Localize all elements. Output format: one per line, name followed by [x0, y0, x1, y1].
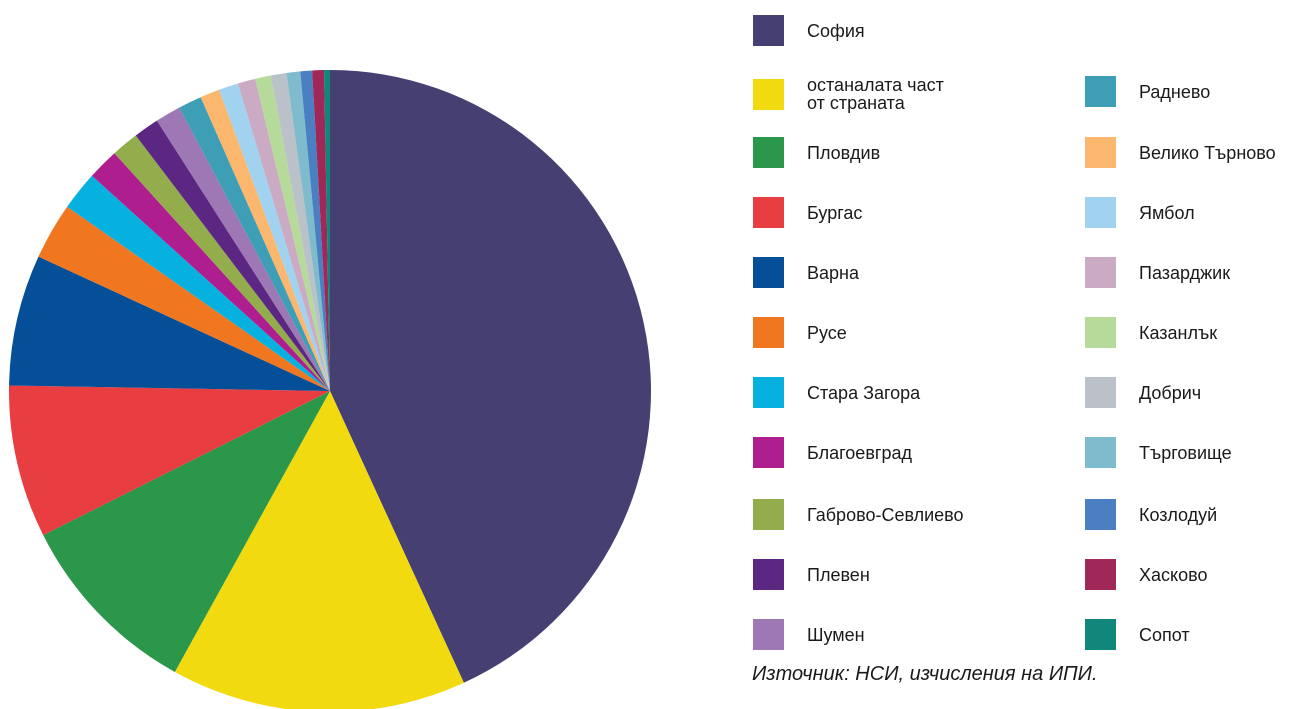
pie-slice-4 [8, 385, 330, 536]
pie-slice-16 [255, 75, 330, 391]
legend-label: Благоевград [807, 442, 912, 463]
pie-slice-17 [270, 72, 330, 391]
legend-item: Търговище [1085, 437, 1232, 468]
legend-label: Пазарджик [1139, 262, 1231, 283]
legend-item: Велико Търново [1085, 137, 1276, 168]
legend-swatch [1085, 619, 1116, 650]
legend-swatch [1085, 76, 1116, 107]
pie-slice-5 [9, 256, 331, 391]
legend-label: Шумен [807, 624, 865, 645]
pie-slice-14 [219, 83, 330, 391]
pie-slice-1 [330, 70, 651, 683]
legend-item: София [753, 15, 865, 46]
legend-label: Казанлък [1139, 322, 1218, 343]
pie-slice-19 [300, 70, 330, 392]
legend-swatch [1085, 137, 1116, 168]
legend-swatch [753, 437, 784, 468]
legend-item: Бургас [753, 197, 862, 228]
legend-swatch [753, 15, 784, 46]
legend-item: Ямбол [1085, 197, 1195, 228]
legend-label: Бургас [807, 202, 863, 223]
legend-item: Шумен [753, 619, 865, 650]
legend-label: Габрово-Севлиево [807, 504, 964, 525]
legend-swatch [753, 317, 784, 348]
pie-slice-18 [286, 71, 330, 391]
legend-swatch [753, 137, 784, 168]
legend-item: Благоевград [753, 437, 912, 468]
legend-label: Раднево [1139, 81, 1211, 102]
legend-item: Стара Загора [753, 377, 920, 408]
legend-label: Козлодуй [1139, 504, 1218, 525]
legend-item: Габрово-Севлиево [753, 499, 964, 530]
pie-slice-3 [43, 391, 330, 673]
pie-slice-6 [38, 206, 330, 391]
legend-swatch [753, 559, 784, 590]
legend-label: останалата част от страната [807, 75, 944, 113]
legend-swatch [1085, 437, 1116, 468]
legend-swatch [1085, 317, 1116, 348]
legend-swatch [1085, 197, 1116, 228]
legend-item: Козлодуй [1085, 499, 1217, 530]
legend-label: Пловдив [807, 142, 881, 163]
legend-item: Русе [753, 317, 847, 348]
legend-item: Варна [753, 257, 859, 288]
pie-slice-21 [324, 70, 330, 391]
pie-slice-15 [237, 78, 330, 392]
legend-swatch [1085, 257, 1116, 288]
legend-label: Плевен [807, 564, 870, 585]
pie-slice-8 [91, 153, 330, 391]
legend-swatch [1085, 499, 1116, 530]
legend-item: Пазарджик [1085, 257, 1230, 288]
legend-swatch [1085, 377, 1116, 408]
legend-label: Варна [807, 262, 859, 283]
legend-item: Раднево [1085, 76, 1210, 107]
pie-slice-10 [135, 120, 330, 391]
legend-item: Сопот [1085, 619, 1190, 650]
legend-item: Хасково [1085, 559, 1207, 590]
pie-slice-7 [67, 175, 330, 391]
legend-label: Добрич [1139, 382, 1202, 403]
legend-label: Търговище [1139, 442, 1232, 463]
pie-chart [8, 70, 651, 709]
legend-label: Стара Загора [807, 382, 921, 403]
legend-item: Плевен [753, 559, 870, 590]
pie-slice-20 [312, 70, 330, 391]
legend-label: Ямбол [1139, 202, 1195, 223]
legend-item: Казанлък [1085, 317, 1217, 348]
legend-swatch [753, 78, 784, 110]
legend-label: Хасково [1139, 564, 1208, 585]
legend-item: Добрич [1085, 377, 1201, 408]
legend-swatch [1085, 559, 1116, 590]
legend-item: останалата част от страната [753, 76, 944, 112]
source-note: Източник: НСИ, изчисления на ИПИ. [752, 663, 1098, 685]
legend-swatch [753, 499, 784, 530]
pie-slice-12 [179, 97, 330, 392]
legend-label: Русе [807, 322, 847, 343]
pie-slice-2 [174, 391, 464, 709]
legend-label: Сопот [1139, 624, 1190, 645]
legend-swatch [753, 619, 784, 650]
legend-swatch [753, 197, 784, 228]
pie-slice-13 [200, 89, 330, 391]
pie-slice-9 [114, 135, 331, 391]
legend-item: Пловдив [753, 137, 880, 168]
legend-swatch [753, 257, 784, 288]
legend-swatch [753, 377, 784, 408]
legend-label: Велико Търново [1139, 142, 1276, 163]
legend-label: София [807, 20, 865, 41]
pie-slice-11 [156, 107, 330, 391]
